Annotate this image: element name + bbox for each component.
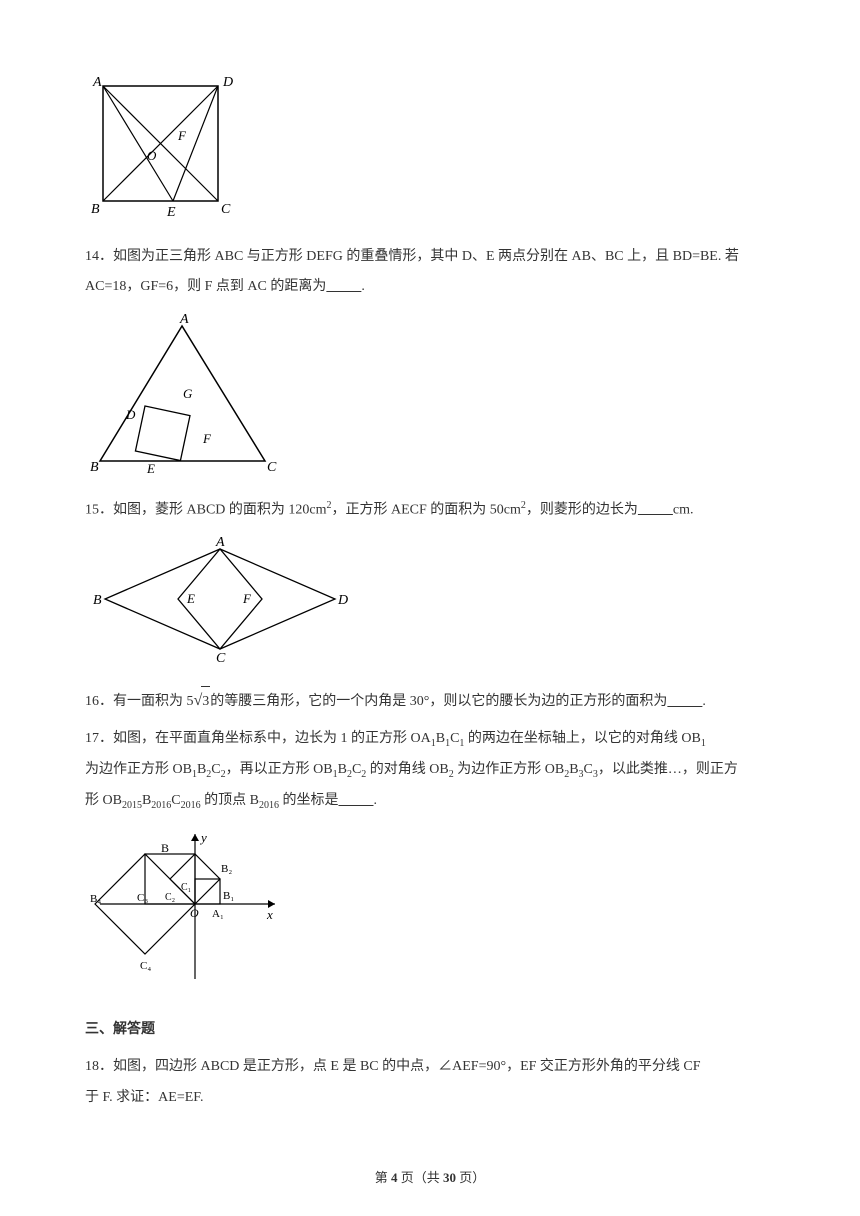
svg-text:F: F xyxy=(177,128,187,143)
diagram-15: A B E F D C xyxy=(85,534,775,675)
svg-text:A₁: A₁ xyxy=(212,908,224,920)
diagram-17: y B B₂ B₁ B₄ C₃ C₂ C₁ O A₁ x C₄ xyxy=(85,824,775,995)
svg-text:D: D xyxy=(125,407,136,422)
problem-15-text2: ，正方形 AECF 的面积为 50cm xyxy=(332,502,521,517)
problem-16-text3: 的等腰三角形，它的一个内角是 30°，则以它的腰长为边的正方形的面积为 xyxy=(210,694,667,709)
problem-17: 17．如图，在平面直角坐标系中，边长为 1 的正方形 OA1B1C1 的两边在坐… xyxy=(85,724,775,816)
problem-18-number: 18． xyxy=(85,1059,113,1074)
problem-14-number: 14． xyxy=(85,249,113,264)
problem-17-number: 17． xyxy=(85,731,113,746)
problem-14-text1: 如图为正三角形 ABC 与正方形 DEFG 的重叠情形，其中 D、E 两点分别在… xyxy=(113,249,739,264)
svg-text:C: C xyxy=(267,460,277,475)
svg-text:A: A xyxy=(179,312,189,327)
problem-15-text1: 如图，菱形 ABCD 的面积为 120cm xyxy=(113,502,327,517)
section-header: 三、解答题 xyxy=(85,1015,775,1046)
svg-text:E: E xyxy=(186,591,195,606)
page-content: A D F O B E C 14．如图为正三角形 ABC 与正方形 DEFG 的… xyxy=(0,0,860,1159)
svg-text:B: B xyxy=(91,202,100,217)
problem-15: 15．如图，菱形 ABCD 的面积为 120cm2，正方形 AECF 的面积为 … xyxy=(85,495,775,526)
svg-text:B₁: B₁ xyxy=(223,890,234,902)
svg-text:C: C xyxy=(216,651,226,664)
blank xyxy=(638,502,673,517)
svg-text:O: O xyxy=(190,906,199,920)
problem-18: 18．如图，四边形 ABCD 是正方形，点 E 是 BC 的中点，∠AEF=90… xyxy=(85,1052,775,1114)
problem-16-text4: . xyxy=(702,694,706,709)
problem-15-number: 15． xyxy=(85,502,113,517)
svg-text:D: D xyxy=(337,593,348,608)
svg-text:G: G xyxy=(183,386,193,401)
svg-text:B₂: B₂ xyxy=(221,863,232,875)
problem-16-text1: 有一面积为 5 xyxy=(113,694,194,709)
page-footer: 第 4 页（共 30 页） xyxy=(0,1167,860,1186)
svg-text:E: E xyxy=(166,205,176,220)
problem-18-text1: 如图，四边形 ABCD 是正方形，点 E 是 BC 的中点，∠AEF=90°，E… xyxy=(113,1059,701,1074)
svg-text:D: D xyxy=(222,75,233,90)
svg-text:B: B xyxy=(93,593,102,608)
problem-18-text2: 于 F. 求证：AE=EF. xyxy=(85,1090,203,1105)
svg-text:B: B xyxy=(90,460,99,475)
blank xyxy=(338,793,373,808)
problem-15-text4: cm. xyxy=(673,502,694,517)
svg-text:A: A xyxy=(215,535,225,550)
svg-text:C₄: C₄ xyxy=(140,960,151,972)
svg-text:A: A xyxy=(92,75,102,90)
blank xyxy=(667,694,702,709)
problem-14: 14．如图为正三角形 ABC 与正方形 DEFG 的重叠情形，其中 D、E 两点… xyxy=(85,242,775,304)
blank xyxy=(326,279,361,294)
svg-text:C: C xyxy=(221,202,231,217)
svg-text:y: y xyxy=(199,830,207,845)
diagram-13: A D F O B E C xyxy=(85,68,775,234)
svg-text:F: F xyxy=(242,591,252,606)
problem-15-text3: ，则菱形的边长为 xyxy=(526,502,638,517)
problem-16-number: 16． xyxy=(85,694,113,709)
problem-16: 16．有一面积为 53的等腰三角形，它的一个内角是 30°，则以它的腰长为边的正… xyxy=(85,683,775,718)
problem-14-text2: AC=18，GF=6，则 F 点到 AC 的距离为 xyxy=(85,279,326,294)
svg-text:E: E xyxy=(146,461,155,476)
svg-text:C₁: C₁ xyxy=(181,882,191,893)
svg-text:F: F xyxy=(202,431,212,446)
diagram-14: A G D F B E C xyxy=(85,311,775,487)
svg-text:C₂: C₂ xyxy=(165,892,175,903)
svg-text:C₃: C₃ xyxy=(137,892,148,904)
problem-14-text3: . xyxy=(361,279,365,294)
svg-text:B: B xyxy=(161,841,169,855)
svg-text:x: x xyxy=(266,907,273,922)
svg-text:O: O xyxy=(147,148,157,163)
svg-text:B₄: B₄ xyxy=(90,893,101,905)
